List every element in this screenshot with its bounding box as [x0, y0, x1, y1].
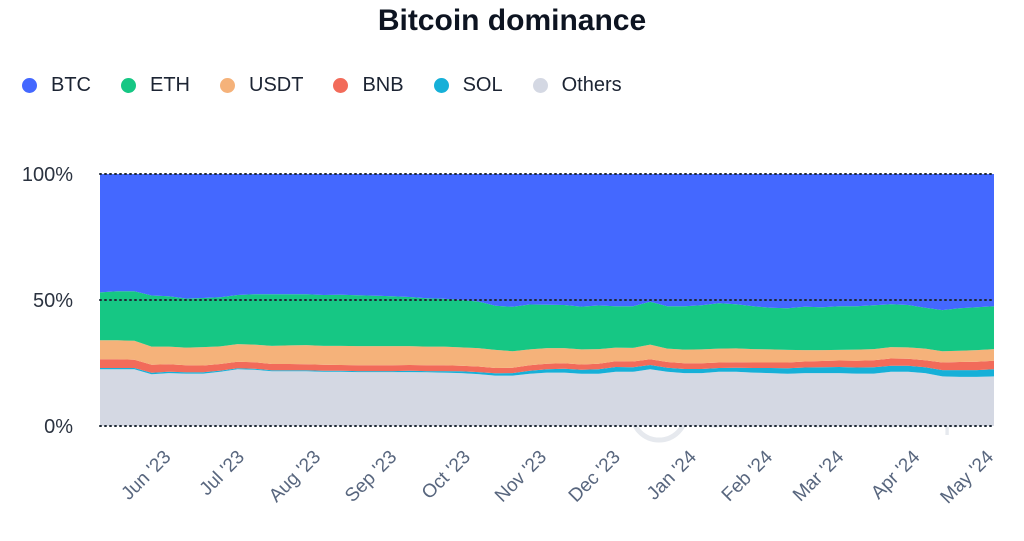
legend-label: BNB — [362, 74, 404, 96]
x-tick-label: Jul '23 — [196, 447, 249, 500]
area-series-bnb[interactable] — [100, 358, 994, 374]
legend-item-bnb[interactable]: BNB — [333, 74, 404, 97]
x-axis-ticks: Jun '23 Jul '23 Aug '23 Sep '23 Oct '23 Nov '… — [118, 446, 999, 508]
legend-dot-icon — [22, 78, 37, 93]
x-tick-label: Oct '23 — [418, 447, 475, 504]
legend-label: USDT — [249, 74, 304, 96]
area-series-sol[interactable] — [100, 365, 994, 377]
area-series-usdt[interactable] — [100, 340, 994, 368]
x-tick-label: Sep '23 — [341, 447, 401, 507]
legend-dot-icon — [220, 78, 235, 93]
chart-title: Bitcoin dominance — [377, 4, 647, 37]
x-tick-label: Dec '23 — [565, 447, 625, 507]
grid-lines — [99, 173, 995, 427]
x-tick-label: Jun '23 — [118, 447, 176, 505]
area-series-btc[interactable] — [100, 174, 994, 311]
x-tick-label: Aug '23 — [265, 447, 325, 507]
x-tick-label: May '24 — [937, 446, 999, 508]
legend-item-sol[interactable]: SOL — [433, 74, 503, 97]
legend-label: SOL — [462, 74, 503, 96]
x-tick-label: Feb '24 — [718, 446, 778, 506]
x-tick-label: Jan '24 — [643, 446, 701, 504]
y-tick-label: 0% — [44, 416, 73, 438]
y-tick-label: 50% — [33, 290, 73, 312]
legend-label: Others — [561, 74, 622, 96]
legend-item-others[interactable]: Others — [532, 74, 622, 97]
legend-dot-icon — [333, 78, 349, 93]
legend-dot-icon — [433, 78, 449, 93]
chart-legend: BTC ETH USDT BNB SOL Others — [22, 74, 652, 97]
area-series-group — [100, 174, 994, 426]
area-series-eth[interactable] — [100, 291, 994, 352]
legend-item-usdt[interactable]: USDT — [220, 74, 303, 97]
area-series-others[interactable] — [100, 369, 994, 426]
legend-item-btc[interactable]: BTC — [22, 74, 91, 97]
legend-dot-icon — [532, 78, 548, 93]
x-tick-label: Nov '23 — [491, 447, 551, 507]
legend-label: ETH — [150, 74, 190, 96]
y-axis-ticks: 0% 50% 100% — [22, 164, 73, 438]
x-tick-label: Mar '24 — [789, 446, 849, 506]
legend-label: BTC — [51, 74, 91, 96]
legend-dot-icon — [121, 78, 136, 93]
y-tick-label: 100% — [22, 164, 73, 186]
x-tick-label: Apr '24 — [867, 446, 924, 503]
legend-item-eth[interactable]: ETH — [121, 74, 190, 97]
